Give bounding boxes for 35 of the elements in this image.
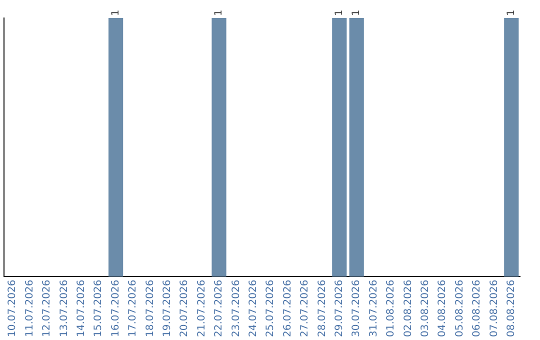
data-label: 1: [110, 10, 122, 16]
x-tick-label: 16.07.2026: [110, 280, 122, 338]
x-tick-label: 07.08.2026: [488, 280, 500, 338]
x-tick-label: 11.07.2026: [24, 280, 36, 338]
x-tick-label: 30.07.2026: [351, 280, 362, 338]
x-tick-label: 02.08.2026: [402, 280, 414, 338]
x-tick-label: 29.07.2026: [334, 280, 345, 338]
x-tick-label: 24.07.2026: [248, 280, 259, 338]
data-label: 1: [351, 10, 362, 16]
x-tick-label: 14.07.2026: [76, 280, 87, 338]
x-tick-label: 21.07.2026: [196, 280, 208, 338]
x-tick-label: 18.07.2026: [144, 280, 156, 338]
data-label: 1: [506, 10, 517, 16]
x-tick-label: 20.07.2026: [179, 280, 190, 338]
data-label: 1: [214, 10, 225, 16]
x-tick-label: 03.08.2026: [420, 280, 431, 338]
x-tick-label: 25.07.2026: [265, 280, 276, 338]
x-tick-label: 06.08.2026: [472, 280, 483, 338]
x-tick-label: 28.07.2026: [316, 280, 328, 338]
x-tick-label: 26.07.2026: [282, 280, 294, 338]
data-label: 1: [334, 10, 345, 16]
x-tick-label: 05.08.2026: [454, 280, 466, 338]
x-tick-label: 23.07.2026: [230, 280, 242, 338]
x-tick-label: 10.07.2026: [7, 280, 18, 338]
x-tick-label: 17.07.2026: [128, 280, 139, 338]
x-tick-label: 31.07.2026: [368, 280, 380, 338]
x-tick-label: 01.08.2026: [386, 280, 397, 338]
x-tick-label: 15.07.2026: [93, 280, 104, 338]
x-tick-label: 19.07.2026: [162, 280, 173, 338]
x-tick-label: 08.08.2026: [506, 280, 517, 338]
x-tick-label: 12.07.2026: [42, 280, 53, 338]
x-tick-label: 13.07.2026: [58, 280, 70, 338]
x-tick-label: 04.08.2026: [437, 280, 448, 338]
x-tick-label: 27.07.2026: [300, 280, 311, 338]
x-tick-label: 22.07.2026: [214, 280, 225, 338]
